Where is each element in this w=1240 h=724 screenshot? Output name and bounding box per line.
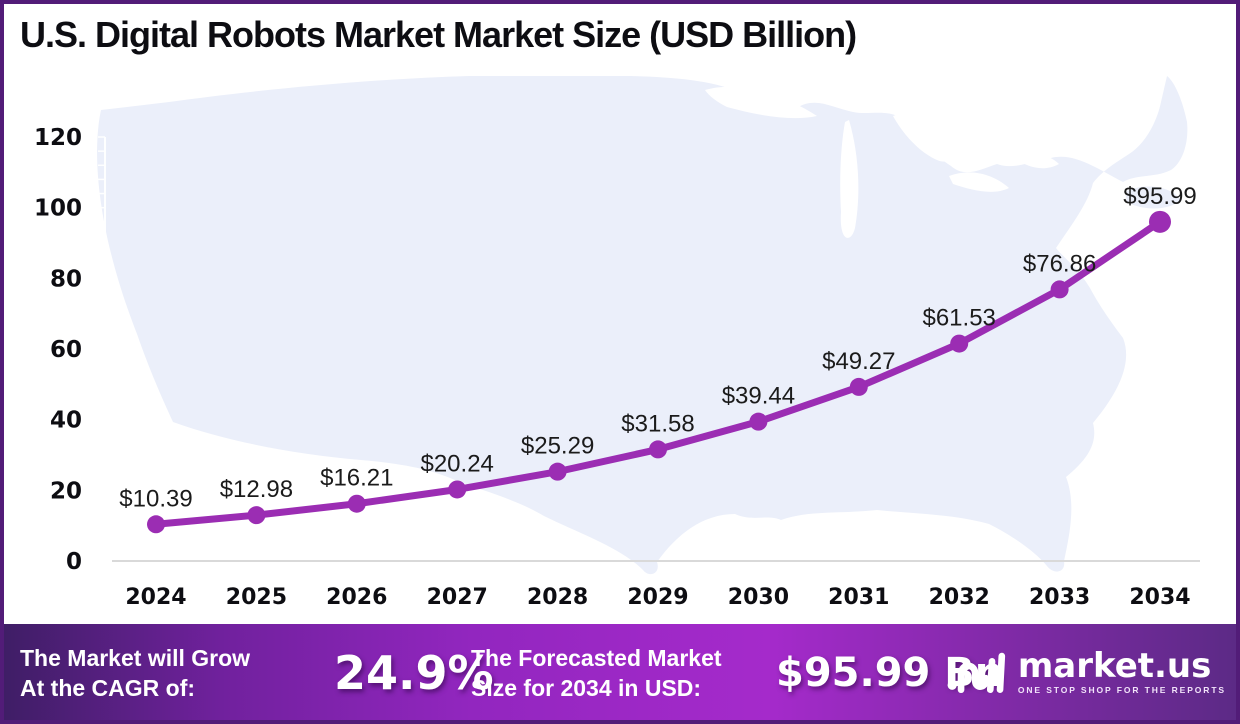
- brand-tagline: ONE STOP SHOP FOR THE REPORTS: [1017, 685, 1226, 695]
- market-size-line-chart: 0 20 40 60 80 100 120 2024 2025 2026 2027 2028 2029 2…: [34, 76, 1200, 610]
- data-point: [749, 412, 768, 431]
- data-point-label: $49.27: [822, 348, 895, 375]
- y-axis-label: 120: [34, 125, 82, 151]
- data-point-label: $39.44: [722, 383, 795, 410]
- x-axis-label: 2031: [828, 585, 889, 610]
- data-point-label: $16.21: [320, 465, 393, 492]
- x-axis-label: 2027: [427, 585, 488, 610]
- y-axis-label: 40: [50, 408, 82, 434]
- data-point: [1050, 280, 1069, 299]
- footer-text-line: The Forecasted Market: [471, 645, 722, 671]
- data-point-label: $20.24: [420, 450, 493, 477]
- x-axis-label: 2025: [226, 585, 287, 610]
- marketus-logo-icon: [947, 652, 1005, 694]
- data-point: [448, 480, 467, 499]
- y-axis-label: 80: [50, 266, 82, 292]
- data-point: [950, 334, 969, 353]
- x-axis-label: 2030: [728, 585, 789, 610]
- x-axis-label: 2026: [326, 585, 387, 610]
- northeast-islands: [1125, 186, 1181, 209]
- chart-title: U.S. Digital Robots Market Market Size (…: [20, 14, 857, 55]
- x-axis-label: 2033: [1029, 585, 1090, 610]
- forecast-label: The Forecasted Market Size for 2034 in U…: [471, 643, 722, 703]
- x-axis-label: 2024: [125, 585, 186, 610]
- data-point-label: $31.58: [621, 410, 694, 437]
- cagr-value: 24.9%: [334, 646, 494, 700]
- data-point-label: $61.53: [922, 305, 995, 332]
- data-point: [1149, 210, 1171, 233]
- footer-banner: The Market will Grow At the CAGR of: 24.…: [4, 624, 1236, 720]
- x-axis-label: 2032: [929, 585, 990, 610]
- y-axis-label: 100: [34, 196, 82, 222]
- brand-name: market.us: [1017, 646, 1212, 686]
- y-axis-label: 0: [66, 549, 82, 575]
- cagr-label: The Market will Grow At the CAGR of:: [20, 643, 250, 703]
- footer-text-line: The Market will Grow: [20, 645, 251, 671]
- data-point-label: $10.39: [119, 485, 192, 512]
- marketus-logo: market.us ONE STOP SHOP FOR THE REPORTS: [946, 647, 1226, 697]
- data-point: [247, 506, 266, 525]
- forecast-value: $95.99 Bn: [776, 650, 1004, 696]
- x-axis-label: 2029: [627, 585, 688, 610]
- data-point: [548, 462, 567, 481]
- y-axis-label: 20: [50, 478, 82, 504]
- data-point: [347, 494, 366, 513]
- footer-text-line: At the CAGR of:: [20, 675, 196, 701]
- great-lakes-cutout: [705, 86, 1059, 238]
- us-map-silhouette: [97, 76, 1188, 575]
- data-point-label: $95.99: [1123, 183, 1196, 210]
- x-axis-label: 2028: [527, 585, 588, 610]
- footer-text-line: Size for 2034 in USD:: [471, 675, 702, 701]
- data-point-label: $25.29: [521, 433, 594, 460]
- x-axis-label: 2034: [1129, 585, 1190, 610]
- data-point: [649, 440, 667, 459]
- data-point-label: $12.98: [220, 476, 293, 503]
- data-point-label: $76.86: [1023, 250, 1096, 277]
- data-point: [147, 515, 165, 534]
- us-map-landmass: [97, 76, 1188, 575]
- y-axis-label: 60: [50, 337, 82, 363]
- data-point: [849, 377, 868, 396]
